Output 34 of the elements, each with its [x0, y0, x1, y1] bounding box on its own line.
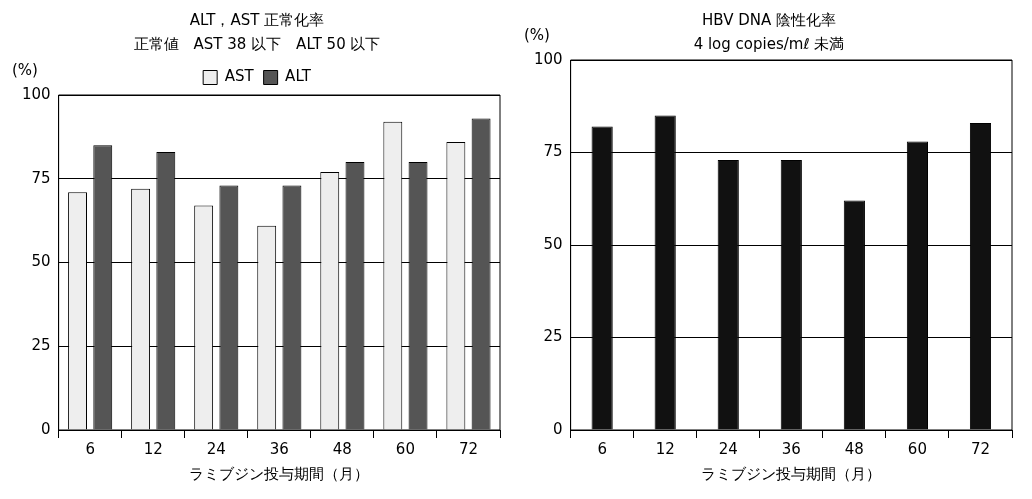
y-tick-label: 25 [543, 327, 563, 346]
x-tick-label: 48 [332, 439, 352, 458]
y-tick-label: 0 [41, 419, 51, 438]
y-tick-label: 100 [21, 84, 51, 103]
chart-subtitle: 4 log copies/mℓ 未満 [693, 34, 845, 53]
y-tick-label: 75 [31, 168, 51, 187]
y-axis-title: (%) [12, 61, 38, 80]
chart-title: ALT，AST 正常化率 [189, 10, 325, 29]
x-tick-label: 12 [655, 439, 675, 458]
y-tick-label: 25 [31, 336, 51, 355]
legend-label: ALT [285, 67, 312, 86]
y-tick-label: 50 [31, 252, 51, 271]
x-tick-label: 72 [970, 439, 991, 458]
chart-title: HBV DNA 陰性化率 [702, 10, 836, 29]
x-tick-label: 60 [395, 439, 415, 458]
x-tick-label: 6 [85, 439, 95, 458]
x-tick-label: 36 [781, 439, 801, 458]
chart-subtitle: 正常値 AST 38 以下 ALT 50 以下 [133, 34, 381, 53]
y-tick-label: 0 [553, 419, 563, 438]
x-axis-title: ラミブジン投与期間（月） [189, 464, 370, 483]
y-tick-label: 100 [533, 49, 563, 68]
x-tick-label: 6 [597, 439, 607, 458]
x-tick-label: 24 [206, 439, 226, 458]
x-tick-label: 12 [143, 439, 163, 458]
x-axis-title: ラミブジン投与期間（月） [701, 464, 882, 483]
legend-label: AST [224, 67, 255, 86]
x-tick-label: 24 [718, 439, 738, 458]
x-tick-label: 60 [907, 439, 927, 458]
x-tick-label: 36 [269, 439, 289, 458]
y-axis-title: (%) [524, 26, 550, 45]
y-tick-label: 50 [543, 234, 563, 253]
y-tick-label: 75 [543, 142, 563, 161]
x-tick-label: 48 [844, 439, 864, 458]
x-tick-label: 72 [458, 439, 479, 458]
